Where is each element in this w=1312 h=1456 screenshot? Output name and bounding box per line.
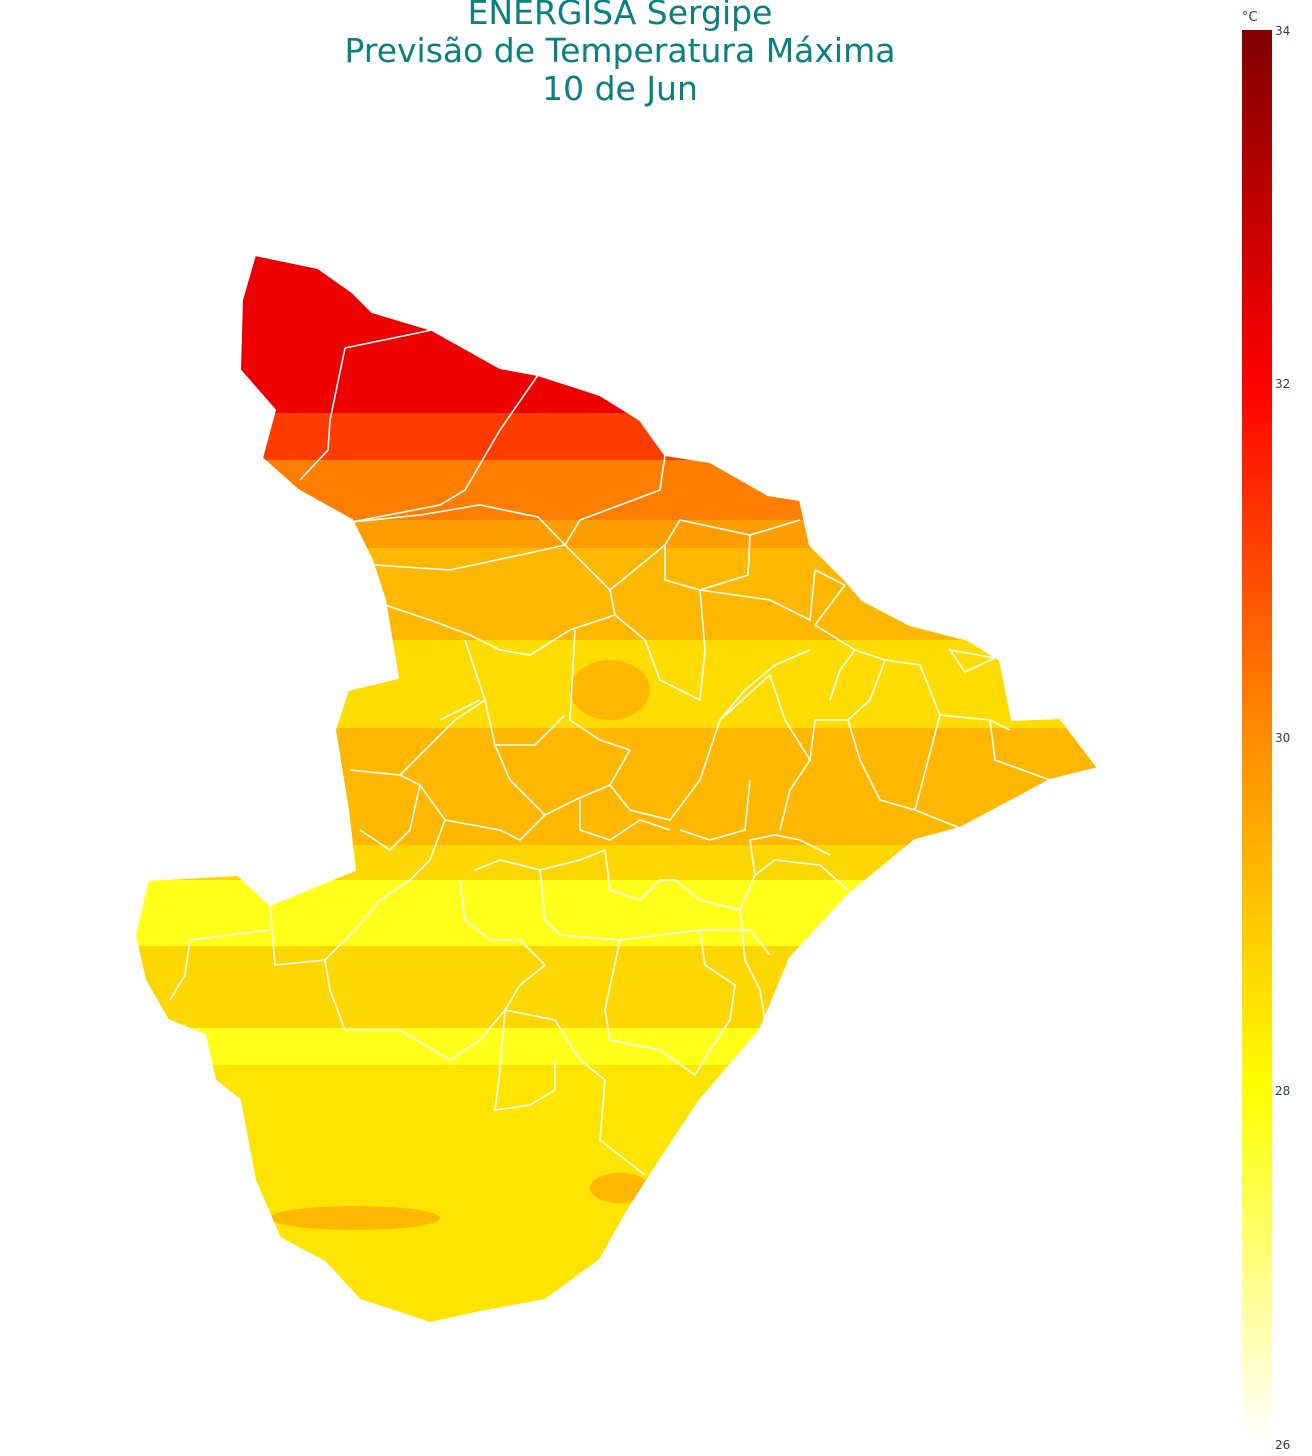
temperature-field — [135, 255, 1098, 1323]
colorbar-unit: °C — [1242, 10, 1258, 25]
colorbar-tick-34: 34 — [1275, 24, 1291, 38]
title-line-2: Previsão de Temperatura Máxima — [344, 31, 896, 70]
band-central-north — [135, 460, 1098, 525]
colorbar-tick-28: 28 — [1275, 1084, 1291, 1098]
title-line-1: ENERGISA Sergipe — [467, 0, 773, 32]
band-yellow-2 — [135, 845, 1098, 885]
colorbar-tick-30: 30 — [1275, 731, 1291, 745]
colorbar-tick-26: 26 — [1275, 1438, 1291, 1452]
state-map[interactable] — [0, 0, 1240, 1456]
warm-pocket — [570, 660, 650, 720]
band-south — [135, 1065, 1098, 1323]
band-north — [135, 255, 1098, 415]
band-gold-1 — [135, 946, 1098, 1031]
coast-pocket — [590, 1173, 650, 1203]
band-bright-2 — [135, 1028, 1098, 1068]
band-north-central — [135, 413, 1098, 463]
municipality-borders — [169, 329, 1051, 1176]
band-mid — [135, 520, 1098, 550]
map-title: ENERGISA Sergipe Previsão de Temperatura… — [0, 0, 1240, 108]
title-line-3: 10 de Jun — [542, 69, 698, 108]
south-streak — [270, 1206, 440, 1230]
colorbar — [1242, 30, 1272, 1442]
colorbar-tick-32: 32 — [1275, 377, 1291, 391]
